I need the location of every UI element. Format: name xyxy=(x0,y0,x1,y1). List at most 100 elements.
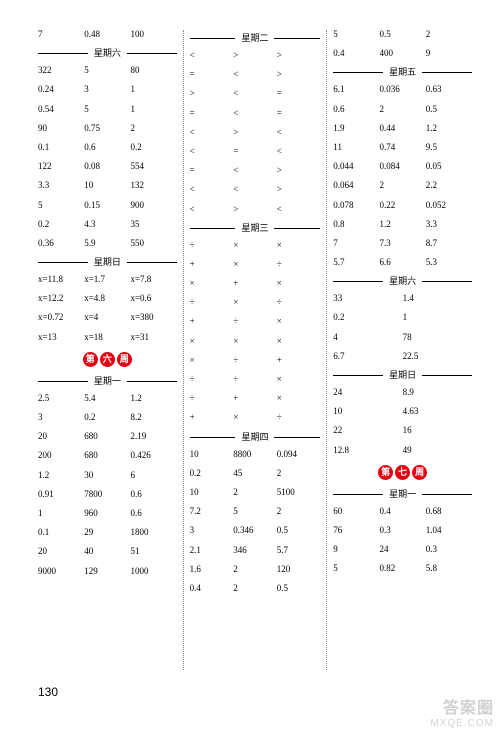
cell: × xyxy=(190,279,234,288)
table-row: 0.0780.220.052 xyxy=(333,201,472,210)
col1-mon: 2.55.41.230.28.2206802.192006800.4261.23… xyxy=(38,394,177,576)
cell: 554 xyxy=(130,162,176,171)
table-row: ÷×× xyxy=(190,241,321,250)
cell: 2.1 xyxy=(190,546,234,555)
cell: 20 xyxy=(38,547,84,556)
table-row: 7.252 xyxy=(190,507,321,516)
cell: 2 xyxy=(426,30,472,39)
table-row: x=13x=18x=31 xyxy=(38,333,177,342)
table-row: x=12.2x=4.8x=0.6 xyxy=(38,294,177,303)
table-row: =<> xyxy=(190,166,321,175)
table-row: 248.9 xyxy=(333,388,472,397)
cell: 0.4 xyxy=(333,49,379,58)
cell: ÷ xyxy=(190,298,234,307)
sep-sun-1: 星期日 xyxy=(38,258,177,267)
cell: 78 xyxy=(403,333,472,342)
cell: 0.5 xyxy=(380,30,426,39)
cell: 22.5 xyxy=(403,352,472,361)
cell: 7.2 xyxy=(190,507,234,516)
table-row: 6.722.5 xyxy=(333,352,472,361)
cell: ÷ xyxy=(277,260,321,269)
cell: 12.8 xyxy=(333,446,402,455)
cell: 0.05 xyxy=(426,162,472,171)
cell: 10 xyxy=(190,488,234,497)
table-row: 19600.6 xyxy=(38,509,177,518)
cell: x=18 xyxy=(84,333,130,342)
week-six-badge: 第 六 周 xyxy=(38,352,177,367)
cell: 0.346 xyxy=(233,526,277,535)
cell: 0.15 xyxy=(84,201,130,210)
table-row: 1.2306 xyxy=(38,471,177,480)
cell: ÷ xyxy=(233,375,277,384)
cell: 0.54 xyxy=(38,105,84,114)
cell: 0.08 xyxy=(84,162,130,171)
table-row: 0.9178000.6 xyxy=(38,490,177,499)
cell: x=380 xyxy=(130,313,176,322)
cell: 7 xyxy=(38,30,84,39)
cell: 680 xyxy=(84,432,130,441)
cell: 2 xyxy=(277,469,321,478)
col3-sun2: 248.9104.63221612.849 xyxy=(333,388,472,455)
cell: = xyxy=(190,109,234,118)
sep-mon-1: 星期一 xyxy=(38,377,177,386)
cell: > xyxy=(233,205,277,214)
cell: 40 xyxy=(84,547,130,556)
table-row: <>> xyxy=(190,51,321,60)
col3-sat2: 331.40.214786.722.5 xyxy=(333,294,472,361)
cell: 6.6 xyxy=(380,258,426,267)
cell: > xyxy=(190,89,234,98)
cell: 45 xyxy=(233,469,277,478)
cell: 4 xyxy=(333,333,402,342)
cell: 7800 xyxy=(84,490,130,499)
table-row: 50.825.8 xyxy=(333,564,472,573)
cell: x=11.8 xyxy=(38,275,84,284)
cell: > xyxy=(277,166,321,175)
cell: 100 xyxy=(130,30,176,39)
cell: 0.084 xyxy=(380,162,426,171)
cell: 129 xyxy=(84,567,130,576)
col2-tue: <>>=<>><==<=<><<=<=<><<><>< xyxy=(190,51,321,214)
cell: 4.63 xyxy=(403,407,472,416)
cell: 6.1 xyxy=(333,85,379,94)
table-row: 1.90.441.2 xyxy=(333,124,472,133)
cell: 322 xyxy=(38,66,84,75)
cell: 5.4 xyxy=(84,394,130,403)
table-row: 2.13465.7 xyxy=(190,546,321,555)
cell: 0.8 xyxy=(333,220,379,229)
cell: 16 xyxy=(403,426,472,435)
cell: 0.2 xyxy=(333,313,402,322)
cell: < xyxy=(190,205,234,214)
cell: × xyxy=(233,241,277,250)
cell: 29 xyxy=(84,528,130,537)
cell: 0.1 xyxy=(38,143,84,152)
cell: x=4.8 xyxy=(84,294,130,303)
cell: < xyxy=(190,147,234,156)
cell: 200 xyxy=(38,451,84,460)
cell: 5 xyxy=(233,507,277,516)
cell: ÷ xyxy=(190,394,234,403)
cell: ÷ xyxy=(277,298,321,307)
table-row: 12.849 xyxy=(333,446,472,455)
table-row: 6.10.0360.63 xyxy=(333,85,472,94)
cell: 0.82 xyxy=(380,564,426,573)
table-row: 1025100 xyxy=(190,488,321,497)
cell: x=13 xyxy=(38,333,84,342)
sep-fri: 星期五 xyxy=(333,68,472,77)
cell: 5.7 xyxy=(277,546,321,555)
cell: 120 xyxy=(277,565,321,574)
cell: × xyxy=(233,298,277,307)
table-row: +×÷ xyxy=(190,413,321,422)
table-row: <=< xyxy=(190,147,321,156)
table-row: <>< xyxy=(190,128,321,137)
cell: 8.2 xyxy=(130,413,176,422)
col1-sun: x=11.8x=1.7x=7.8x=12.2x=4.8x=0.6x=0.72x=… xyxy=(38,275,177,342)
table-row: 760.31.04 xyxy=(333,526,472,535)
cell: 1.04 xyxy=(426,526,472,535)
cell: 80 xyxy=(130,66,176,75)
cell: ÷ xyxy=(233,356,277,365)
cell: + xyxy=(190,317,234,326)
badge-ball: 周 xyxy=(412,465,427,480)
cell: 0.74 xyxy=(380,143,426,152)
cell: 3 xyxy=(84,85,130,94)
table-row: ÷×÷ xyxy=(190,298,321,307)
